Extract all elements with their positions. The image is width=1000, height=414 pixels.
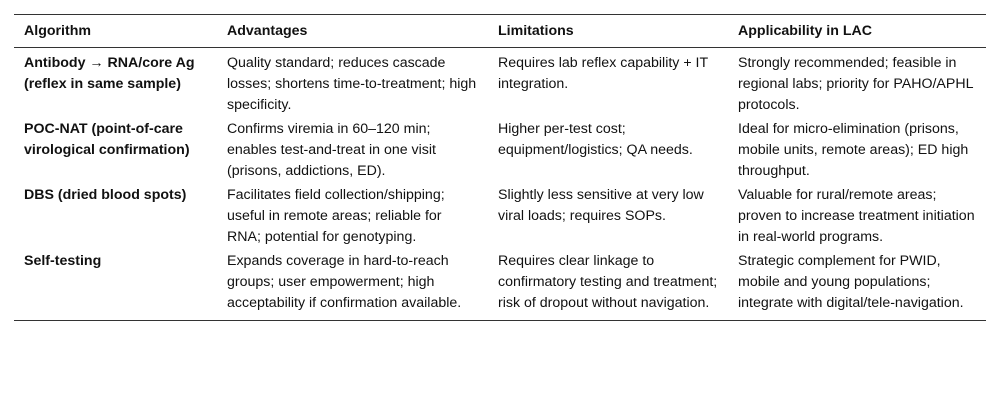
algorithm-comparison-table: Algorithm Advantages Limitations Applica…	[14, 14, 986, 321]
table-body: Antibody → RNA/core Ag (reflex in same s…	[14, 48, 986, 321]
table-header: Algorithm Advantages Limitations Applica…	[14, 14, 986, 48]
table-row: POC-NAT (point-of-care virological confi…	[14, 117, 986, 183]
cell-applicability: Strategic complement for PWID, mobile an…	[728, 249, 986, 321]
table-row: Antibody → RNA/core Ag (reflex in same s…	[14, 48, 986, 118]
header-limitations: Limitations	[488, 14, 728, 48]
cell-algorithm: Self-testing	[14, 249, 217, 321]
cell-algorithm: Antibody → RNA/core Ag (reflex in same s…	[24, 55, 195, 92]
cell-limitations: Requires lab reflex capability + IT inte…	[498, 55, 708, 92]
cell-advantages: Expands coverage in hard-to-reach groups…	[217, 249, 488, 321]
cell-limitations: Higher per-test cost; equipment/logistic…	[498, 121, 693, 158]
table-row: Self-testing Expands coverage in hard-to…	[14, 249, 986, 321]
header-row: Algorithm Advantages Limitations Applica…	[14, 14, 986, 48]
cell-limitations: Slightly less sensitive at very low vira…	[498, 187, 704, 224]
cell-advantages: Quality standard; reduces cascade losses…	[227, 55, 477, 113]
comparison-table-container: Algorithm Advantages Limitations Applica…	[14, 14, 986, 321]
cell-advantages: Confirms viremia in 60–120 min; enables …	[227, 121, 436, 179]
cell-limitations: Requires clear linkage to confirmatory t…	[488, 249, 728, 321]
header-algorithm: Algorithm	[14, 14, 217, 48]
cell-algorithm: DBS (dried blood spots)	[24, 187, 187, 203]
header-applicability: Applicability in LAC	[728, 14, 986, 48]
cell-applicability: Strongly recommended; feasible in region…	[738, 55, 973, 113]
cell-advantages: Facilitates field collection/shipping; u…	[227, 187, 445, 245]
cell-applicability: Valuable for rural/remote areas; proven …	[738, 187, 975, 245]
cell-applicability: Ideal for micro-elimination (prisons, mo…	[738, 121, 969, 179]
cell-algorithm: POC-NAT (point-of-care virological confi…	[24, 121, 190, 158]
table-row: DBS (dried blood spots) Facilitates fiel…	[14, 183, 986, 249]
header-advantages: Advantages	[217, 14, 488, 48]
